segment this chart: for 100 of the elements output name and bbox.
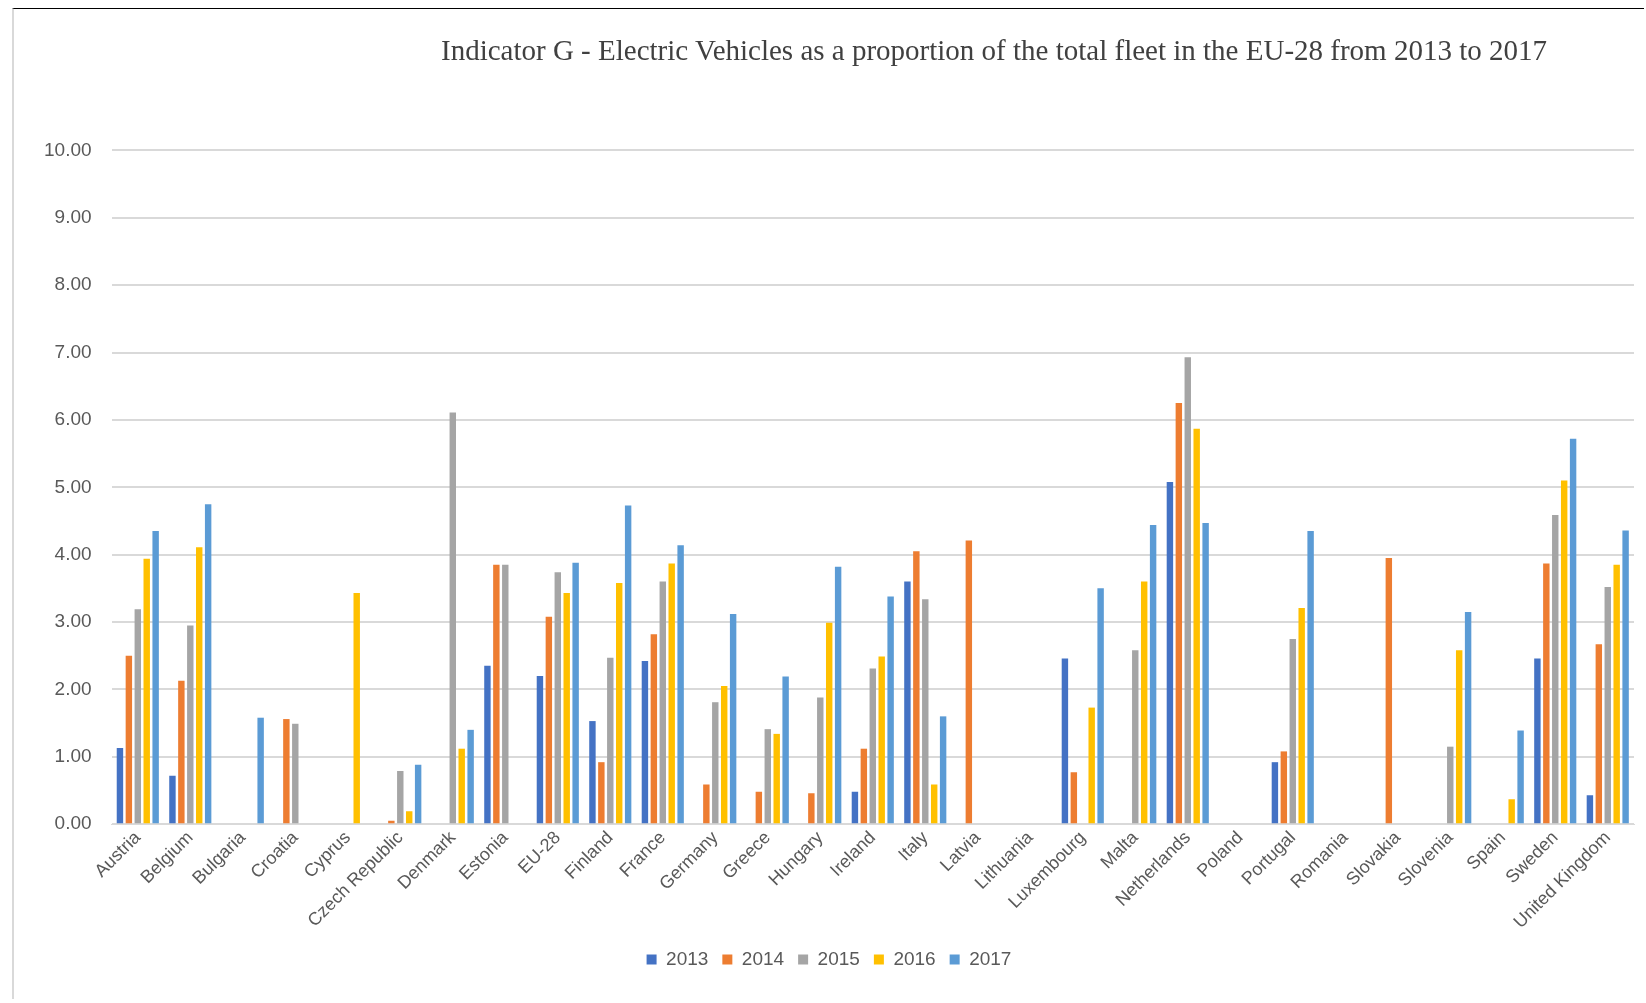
bar <box>598 762 605 824</box>
bar <box>668 563 675 824</box>
bar <box>624 505 632 824</box>
bar <box>1088 707 1095 824</box>
legend-label: 2016 <box>893 947 936 969</box>
bar <box>834 566 842 824</box>
y-tick-label: 1.00 <box>54 745 92 767</box>
bar <box>204 504 212 824</box>
bar <box>1061 658 1069 824</box>
y-tick-label: 4.00 <box>54 542 92 564</box>
bar <box>458 748 465 824</box>
bar <box>1560 480 1568 824</box>
bar <box>1534 658 1541 824</box>
bar <box>397 770 404 824</box>
y-tick-label: 8.00 <box>54 273 92 295</box>
bar <box>1280 751 1288 824</box>
bar <box>1140 581 1148 824</box>
bar <box>1586 795 1594 824</box>
y-tick-label: 6.00 <box>54 408 92 430</box>
bar <box>545 616 553 824</box>
bar <box>502 564 509 824</box>
y-tick-label: 9.00 <box>54 206 92 228</box>
bar <box>143 558 150 824</box>
x-tick-label: Italy <box>894 827 932 865</box>
bar <box>1543 563 1550 824</box>
bar <box>703 784 710 824</box>
bar <box>292 723 299 824</box>
bar <box>729 613 737 824</box>
bar <box>607 657 614 824</box>
y-tick-label: 7.00 <box>54 340 92 362</box>
bar <box>887 596 894 824</box>
bar <box>712 702 719 824</box>
bar <box>1070 772 1078 824</box>
legend-label: 2017 <box>969 947 1012 969</box>
bar <box>720 686 728 824</box>
bar <box>808 793 815 824</box>
bar <box>388 820 395 824</box>
bar <box>1202 522 1209 824</box>
bar <box>1569 438 1577 824</box>
bar <box>677 545 684 824</box>
bar <box>851 791 859 824</box>
bar <box>178 680 185 824</box>
bar <box>1307 531 1314 824</box>
bar <box>1604 587 1611 824</box>
bar <box>869 668 876 824</box>
bar <box>755 791 763 824</box>
bar <box>1622 530 1629 824</box>
bar <box>1385 558 1393 824</box>
bar <box>860 748 868 824</box>
bar <box>536 675 544 824</box>
bar <box>116 748 124 824</box>
bar <box>615 582 623 824</box>
bar <box>817 697 824 824</box>
bar <box>939 716 947 824</box>
bar <box>965 540 973 824</box>
bar <box>257 717 264 824</box>
bar <box>1595 644 1603 824</box>
bar <box>1455 650 1463 824</box>
bar <box>406 811 413 824</box>
bar <box>563 593 570 824</box>
bar <box>878 656 885 824</box>
legend-label: 2015 <box>817 947 860 969</box>
bar <box>1132 650 1139 824</box>
bar <box>1193 428 1200 824</box>
bar <box>764 729 771 824</box>
bar <box>283 719 290 824</box>
bar <box>1097 588 1104 824</box>
y-tick-label: 5.00 <box>54 475 92 497</box>
bar <box>1613 564 1620 824</box>
bar <box>196 547 203 824</box>
bar <box>1464 611 1472 824</box>
bar <box>554 572 561 824</box>
bar <box>1447 746 1454 824</box>
bar <box>659 581 666 824</box>
bar <box>449 412 456 824</box>
bar <box>1289 638 1296 824</box>
bar <box>773 733 780 824</box>
bar <box>125 655 133 824</box>
bar <box>353 593 360 824</box>
chart-title: Indicator G - Electric Vehicles as a proportion of the total fleet in the EU-28 from 2013 to 2017 <box>440 33 1548 68</box>
y-tick-label: 3.00 <box>54 610 92 632</box>
bar <box>467 729 474 824</box>
bar <box>169 775 176 824</box>
bar <box>782 676 789 824</box>
bar <box>1508 799 1515 824</box>
y-tick-label: 2.00 <box>54 677 92 699</box>
bar <box>1166 481 1174 824</box>
bar <box>1149 525 1157 824</box>
bar <box>930 784 938 824</box>
bar <box>1184 357 1191 824</box>
bar <box>1175 403 1183 824</box>
bar <box>1517 730 1524 824</box>
y-tick-label: 10.00 <box>44 138 92 160</box>
bar <box>1552 514 1559 824</box>
bar <box>152 531 159 824</box>
bar <box>187 625 194 824</box>
bar <box>572 562 579 824</box>
bar <box>913 551 920 824</box>
bar <box>922 599 929 824</box>
bar <box>825 622 833 824</box>
